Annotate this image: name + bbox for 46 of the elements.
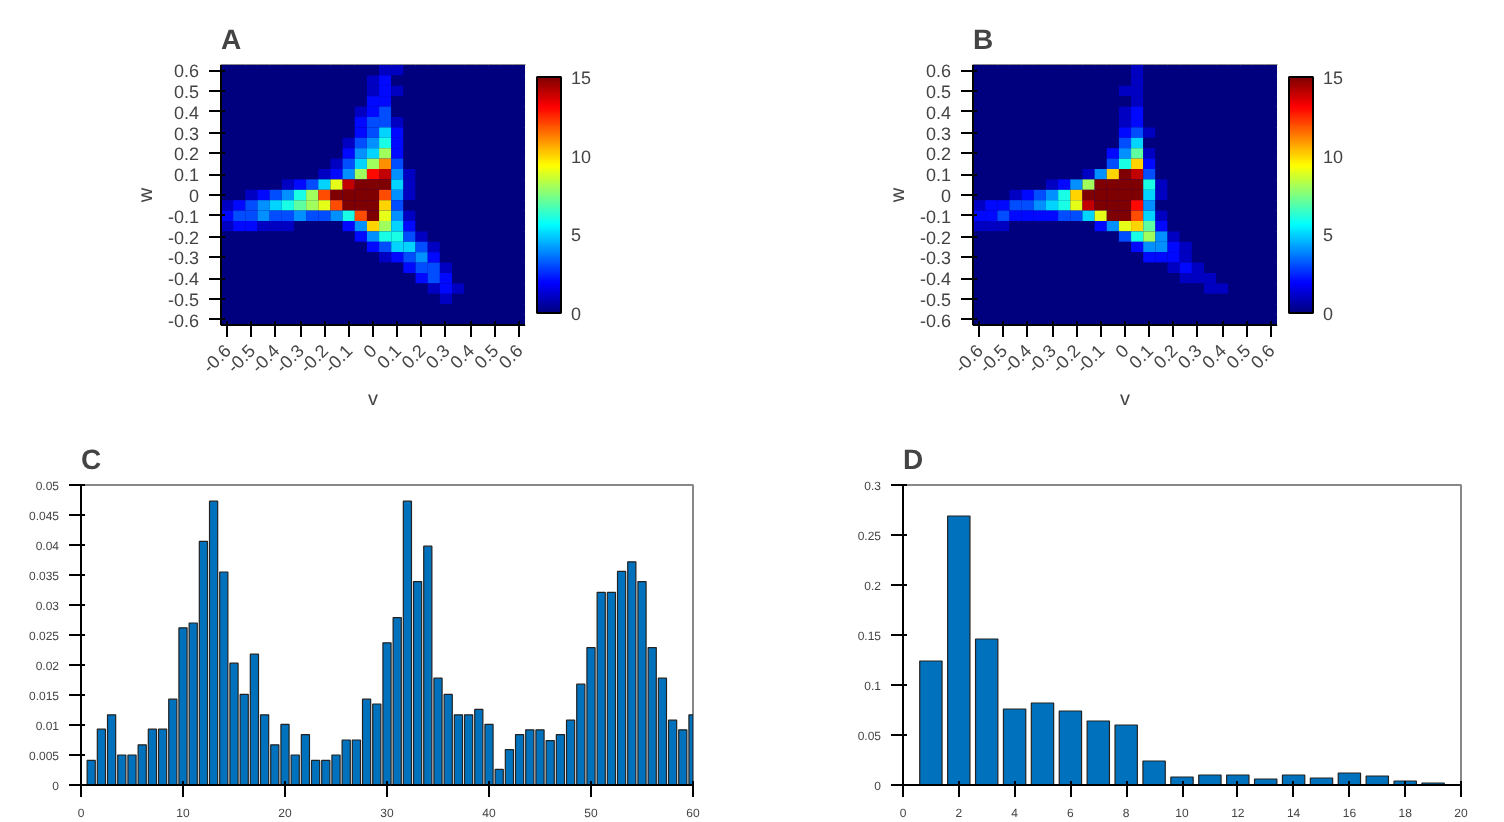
color-bar-label: 5 [1323, 225, 1334, 246]
y-tick-label: -0.2 [167, 227, 200, 248]
y-tick-label: -0.6 [919, 310, 952, 331]
color-bar-label: 5 [571, 225, 582, 246]
y-tick-label: 0.6 [173, 61, 200, 82]
y-tick-label: 0.1 [925, 165, 952, 186]
y-tick-label: 0 [188, 186, 200, 206]
y-tick-label: -0.1 [167, 206, 200, 227]
y-axis-title: w [135, 186, 158, 205]
y-tick-label: -0.5 [919, 290, 952, 310]
chart-title: D [903, 443, 924, 475]
x-tick-label: 0 [1111, 340, 1133, 362]
y-tick-label: 0.2 [173, 144, 200, 165]
y-tick-label: 0.2 [925, 144, 952, 165]
chart-title: C [81, 443, 102, 475]
y-tick-label: -0.5 [167, 290, 200, 310]
y-tick-label: -0.6 [167, 310, 200, 331]
y-tick-label: -0.2 [919, 227, 952, 248]
y-tick-label: 0.1 [173, 165, 200, 186]
y-tick-label: -0.3 [919, 248, 952, 269]
y-tick-label: 0 [940, 186, 952, 206]
y-tick-label: 0.5 [173, 82, 200, 102]
y-tick-label: 0.3 [173, 123, 200, 144]
y-tick-label: 0.6 [925, 61, 952, 82]
y-tick-label: -0.4 [919, 269, 952, 290]
x-tick-label: 0.3 [421, 340, 454, 373]
color-bar-label: 10 [571, 146, 592, 167]
color-bar-label: 10 [1323, 146, 1344, 167]
color-bar-label: 15 [1323, 68, 1344, 88]
color-bar-label: 0 [571, 304, 582, 324]
chart-title: A [221, 23, 242, 55]
y-tick-label: 0.3 [925, 123, 952, 144]
x-tick-label: 0 [359, 340, 381, 362]
y-tick-label: -0.3 [167, 248, 200, 269]
y-tick-label: -0.4 [167, 269, 200, 290]
y-tick-label: 0.5 [925, 82, 952, 102]
color-bar-label: 0 [1323, 304, 1334, 324]
color-bar-label: 15 [571, 68, 592, 88]
y-tick-label: 0.4 [173, 102, 200, 123]
chart-title: B [973, 23, 994, 55]
y-tick-label: -0.1 [919, 206, 952, 227]
x-tick-label: 0.3 [1173, 340, 1206, 373]
y-tick-label: 0.4 [925, 102, 952, 123]
x-axis-title: v [1120, 388, 1130, 411]
y-axis-title: w [887, 186, 910, 205]
x-axis-title: v [368, 388, 378, 411]
